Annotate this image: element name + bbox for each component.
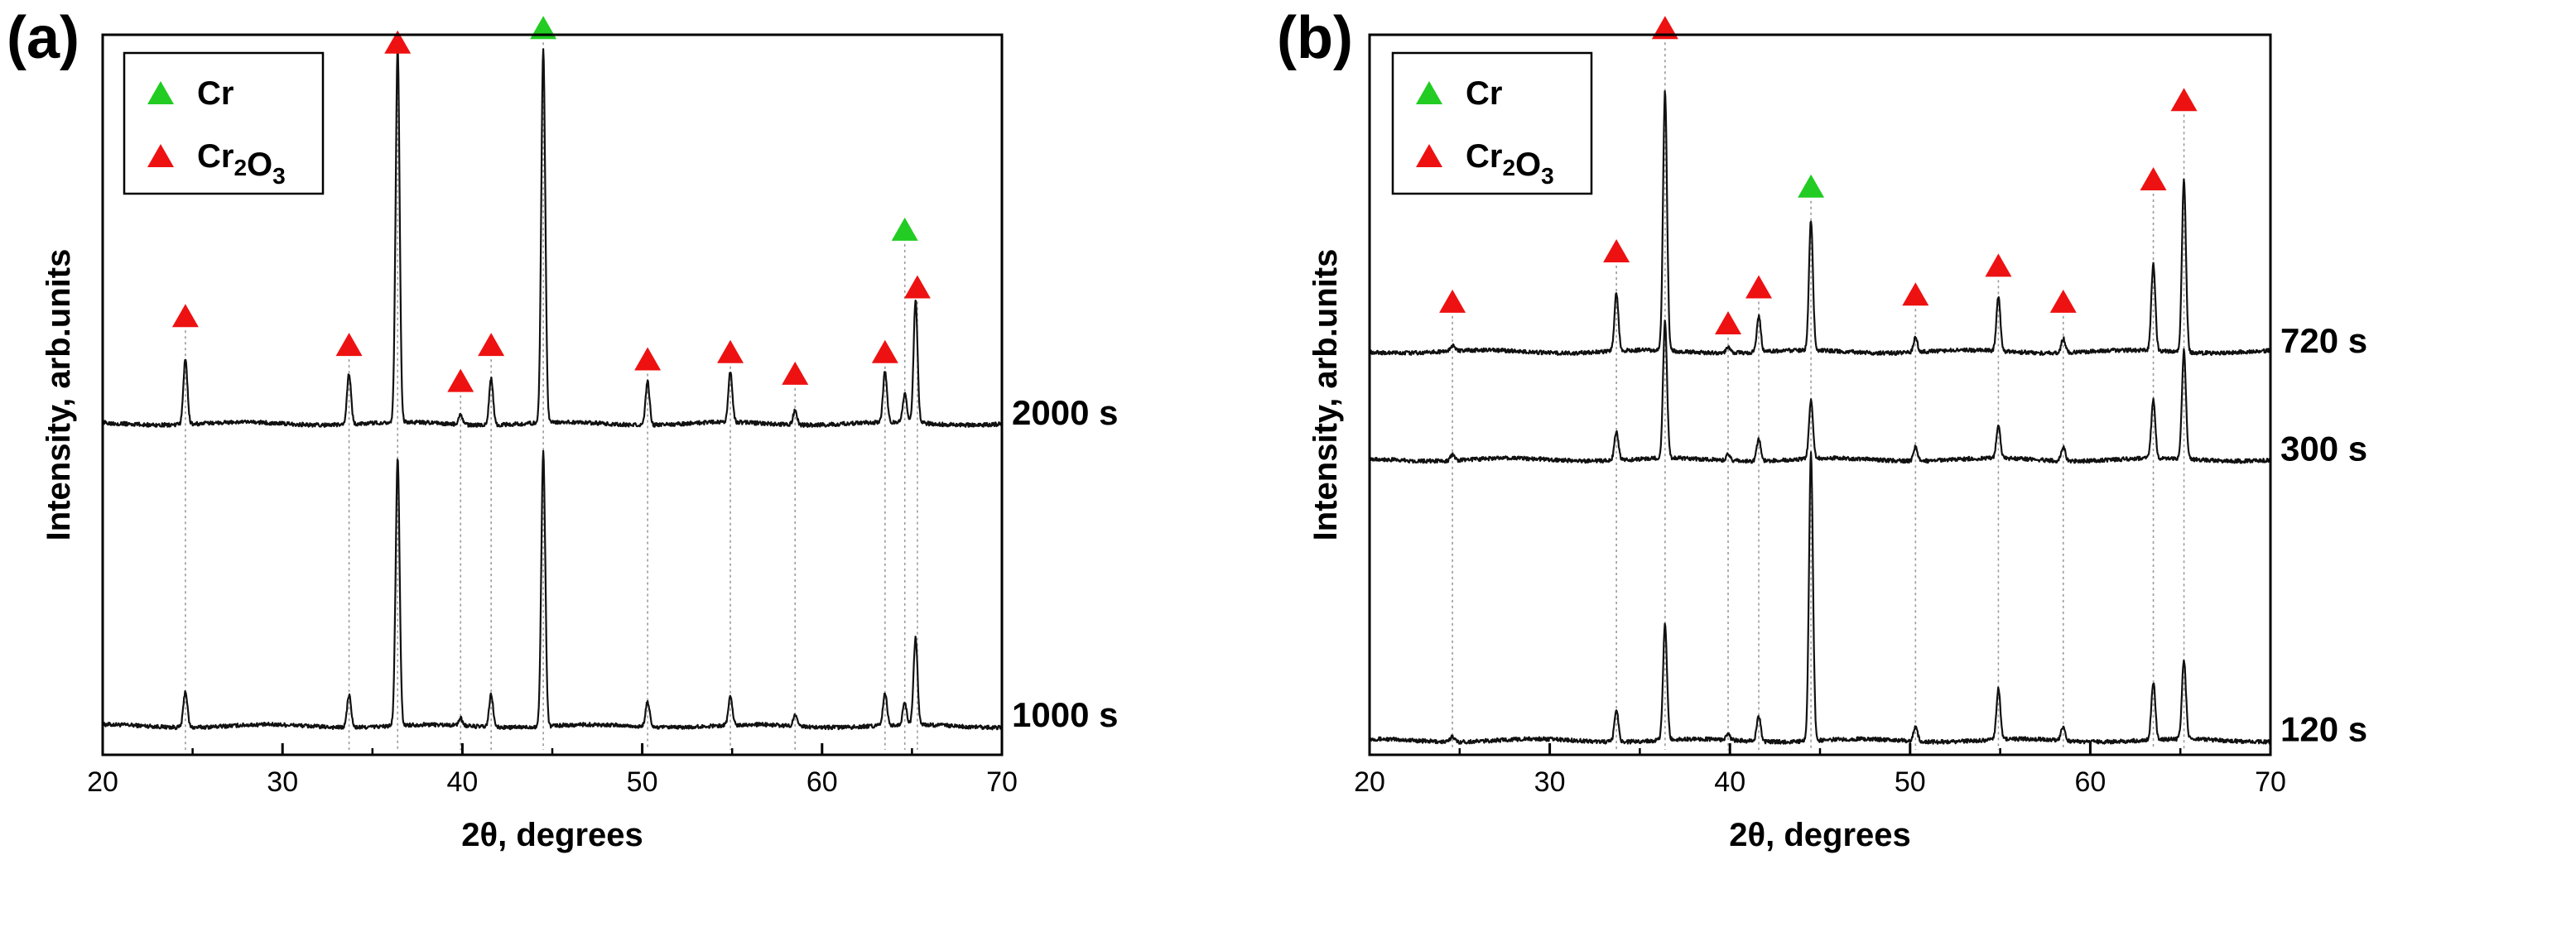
legend-label-cr2o3: Cr2O3 [197,138,286,189]
x-tick-label: 60 [2074,766,2106,798]
series-label: 1000 s [1012,695,1118,734]
legend-label-cr2o3: Cr2O3 [1466,138,1554,189]
cr2o3-reflection-marker [384,30,412,54]
cr-reflection-marker [1798,174,1825,198]
cr2o3-reflection-marker [447,368,474,392]
x-axis-title: 2θ, degrees [1729,817,1911,853]
cr2o3-legend-marker [147,144,174,167]
x-tick-label: 20 [87,766,118,798]
legend-box [123,51,325,195]
x-tick-label: 70 [986,766,1018,798]
cr2o3-reflection-marker [171,304,199,328]
cr2o3-reflection-marker [2170,88,2198,112]
series-trace-1000-s [101,449,1004,731]
cr2o3-reflection-marker [717,339,744,363]
y-axis-title: Intensity, arb.units [41,249,77,541]
cr2o3-reflection-marker [1439,289,1466,313]
cr2o3-reflection-marker [1715,311,1742,334]
cr2o3-reflection-marker [335,333,363,357]
cr-legend-marker [147,81,174,104]
cr2o3-reflection-marker [1985,253,2012,277]
cr2o3-reflection-marker [782,361,809,385]
panel-b: (b) 120 s 300 s 720 s 20 30 40 50 60 70 2θ, degree… [1277,5,2367,853]
x-tick-label: 30 [1534,766,1566,798]
cr2o3-legend-marker [1416,144,1442,167]
series-trace-120-s [1369,451,2272,745]
cr2o3-reflection-marker [903,275,931,299]
x-tick-label: 40 [1714,766,1745,798]
x-axis-title: 2θ, degrees [461,817,643,853]
series-label: 2000 s [1012,393,1118,432]
x-tick-label: 60 [807,766,838,798]
legend-label-cr: Cr [197,75,234,112]
cr2o3-reflection-marker [1902,282,1929,306]
legend-label-cr: Cr [1466,75,1502,112]
x-tick-label: 70 [2255,766,2286,798]
cr2o3-reflection-marker [2140,167,2167,190]
x-tick-label: 50 [1895,766,1926,798]
series-label: 720 s [2280,321,2367,360]
series-trace-2000-s [101,47,1004,428]
cr2o3-reflection-marker [1745,275,1773,299]
cr2o3-reflection-marker [2049,289,2077,313]
cr2o3-reflection-marker [478,333,505,357]
legend-box [1391,51,1593,195]
cr-reflection-marker [891,217,918,241]
x-tick-label: 20 [1354,766,1385,798]
cr-reflection-marker [530,16,557,40]
cr2o3-reflection-marker [634,347,662,371]
x-tick-label: 40 [446,766,478,798]
cr-legend-marker [1416,81,1442,104]
panel-a: (a) 1000 s 2000 s 20 30 40 50 60 70 2θ, degrees In… [7,5,1118,853]
series-trace-300-s [1369,319,2272,464]
series-label: 300 s [2280,429,2367,468]
cr2o3-reflection-marker [1651,16,1678,40]
panel-label: (b) [1277,5,1353,71]
y-axis-title: Intensity, arb.units [1307,249,1344,541]
x-tick-label: 50 [627,766,658,798]
cr2o3-reflection-marker [1603,239,1630,262]
series-label: 120 s [2280,710,2367,749]
x-tick-label: 30 [267,766,298,798]
panel-label: (a) [7,5,79,71]
cr2o3-reflection-marker [871,339,898,363]
series-trace-720-s [1369,90,2271,356]
